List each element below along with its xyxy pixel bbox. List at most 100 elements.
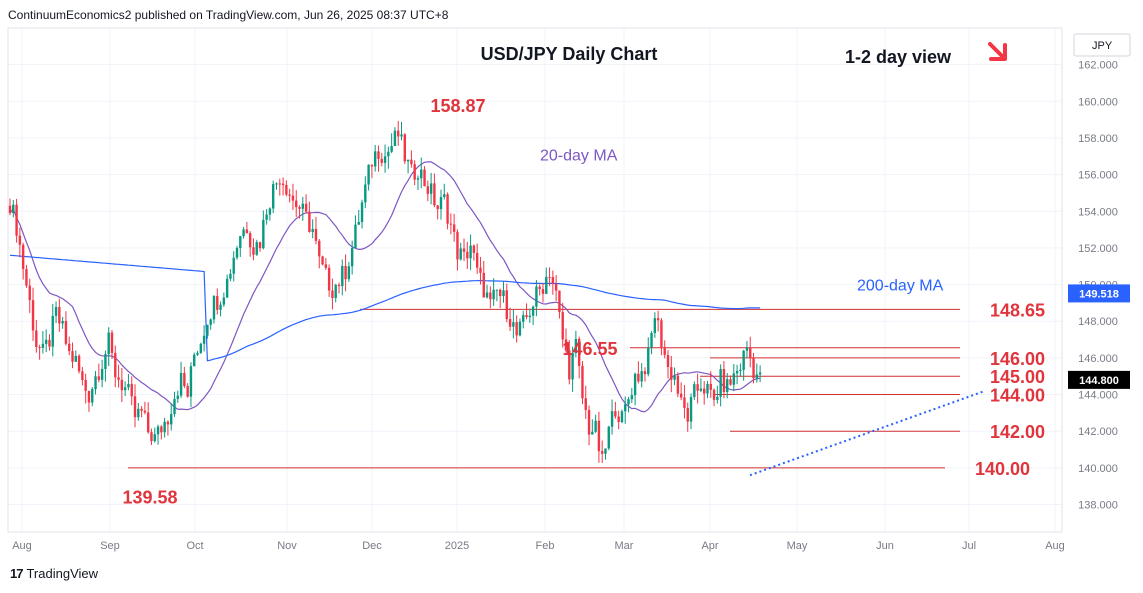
candle-body [525, 315, 528, 318]
ma200-label: 200-day MA [857, 277, 944, 294]
candle-body [212, 296, 216, 320]
candle-body [245, 229, 249, 234]
candle-body [617, 416, 620, 423]
candle-body [587, 409, 591, 435]
candle-body [166, 421, 170, 425]
candle-body [571, 353, 574, 380]
candle-body [696, 384, 699, 391]
candlestick-series [8, 120, 762, 464]
candle-body [61, 321, 64, 324]
candle-body [318, 240, 321, 257]
candle-body [387, 151, 390, 157]
grid [8, 28, 1062, 532]
candle-body [462, 248, 466, 252]
candle-body [229, 273, 232, 279]
candle-body [472, 245, 476, 253]
candle-body [390, 146, 393, 152]
candle-body [314, 228, 318, 241]
candle-body [693, 384, 696, 398]
candle-body [420, 169, 423, 179]
tradingview-logo-icon: 17 [10, 566, 24, 581]
candle-body [522, 315, 525, 322]
candle-body [416, 178, 420, 180]
support-resistance-levels [128, 308, 986, 477]
candle-body [650, 333, 653, 348]
candle-body [735, 370, 739, 374]
candle-body [548, 276, 551, 278]
candle-body [502, 290, 505, 296]
candle-body [397, 130, 400, 137]
candle-body [357, 222, 360, 225]
candle-body [706, 383, 709, 394]
candle-body [439, 197, 443, 210]
y-tick-label: 148.000 [1078, 316, 1118, 328]
currency-button[interactable] [1073, 33, 1131, 57]
candle-body [117, 377, 120, 380]
candle-body [68, 343, 71, 352]
level-label: 140.00 [975, 459, 1030, 479]
y-tick-label: 156.000 [1078, 170, 1118, 182]
x-tick-label: Dec [362, 540, 382, 552]
candle-body [518, 321, 522, 336]
candle-body [189, 366, 193, 397]
candle-body [15, 204, 18, 236]
candle-body [515, 322, 518, 336]
candle-body [459, 248, 462, 260]
candle-body [337, 284, 341, 287]
x-tick-label: Aug [1045, 540, 1065, 552]
candle-body [304, 203, 308, 212]
candle-body [288, 194, 291, 196]
last-price-text: 144.800 [1079, 375, 1119, 387]
candle-body [239, 236, 242, 249]
candle-body [281, 183, 285, 186]
candle-body [347, 266, 351, 280]
candle-body [130, 383, 133, 397]
candle-body [265, 214, 268, 220]
level-label: 144.00 [990, 386, 1045, 406]
candle-body [637, 373, 640, 382]
candle-body [630, 395, 634, 400]
candle-body [344, 265, 347, 280]
candle-body [499, 289, 502, 296]
candle-body [426, 186, 430, 194]
candle-body [449, 223, 453, 225]
candle-body [225, 278, 229, 298]
candle-body [597, 420, 601, 452]
candle-body [722, 369, 726, 393]
candle-body [232, 257, 235, 274]
candle-body [466, 251, 469, 259]
candle-body [28, 285, 31, 301]
candle-body [77, 355, 81, 372]
tradingview-logo[interactable]: 17 TradingView [10, 566, 98, 581]
price-axis[interactable]: 138.000 140.000 142.000 144.000 146.000 148.0… [1068, 60, 1130, 512]
candle-body [452, 224, 456, 232]
candle-body [163, 421, 166, 433]
candle-body [745, 347, 749, 351]
candle-body [729, 379, 732, 385]
candle-body [327, 267, 331, 291]
candle-body [508, 319, 512, 327]
candle-body [87, 390, 91, 403]
candle-body [505, 290, 508, 320]
candle-body [186, 386, 189, 397]
candle-body [324, 264, 328, 268]
candle-body [545, 276, 548, 294]
level-label: 142.00 [990, 422, 1045, 442]
candle-body [676, 375, 680, 394]
candle-body [373, 151, 377, 167]
candle-body [538, 286, 541, 289]
y-tick-label: 138.000 [1078, 500, 1118, 512]
candle-body [643, 371, 647, 375]
candle-body [183, 373, 186, 387]
currency-label: JPY [1092, 40, 1113, 52]
candle-body [577, 338, 581, 366]
time-axis[interactable]: Aug Sep Oct Nov Dec 2025 Feb Mar Apr May Jun Jul Aug [12, 540, 1065, 552]
candle-body [110, 332, 114, 353]
candle-body [295, 200, 298, 208]
candle-body [702, 388, 706, 394]
x-tick-label: Apr [701, 540, 718, 552]
y-tick-label: 146.000 [1078, 353, 1118, 365]
candle-body [311, 228, 314, 232]
candle-body [574, 338, 578, 354]
candle-body [551, 277, 555, 284]
